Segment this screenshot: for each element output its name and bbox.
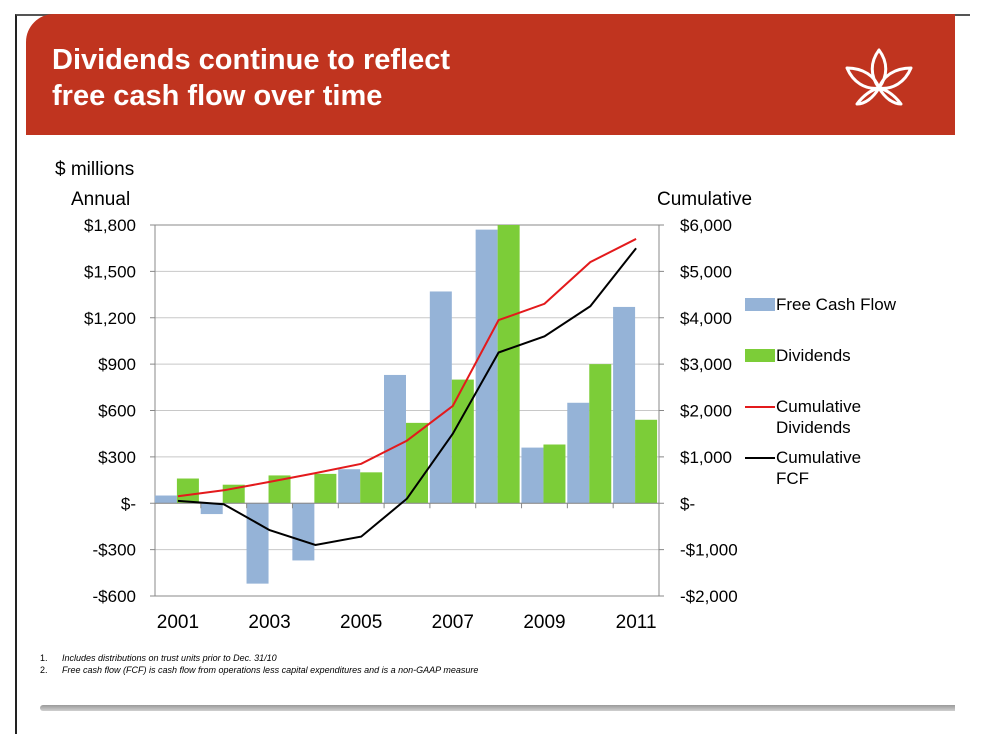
cumulative-dividends-line: [177, 238, 637, 498]
fcf-bar: [292, 503, 315, 561]
right-tick-label: $2,000: [680, 402, 732, 421]
right-tick-label: $1,000: [680, 448, 732, 467]
title-banner: Dividends continue to reflect free cash …: [26, 14, 955, 135]
right-tick-label: $3,000: [680, 355, 732, 374]
legend-label-fcf: Free Cash Flow: [776, 295, 896, 314]
x-tick-label: 2001: [157, 612, 199, 633]
legend-swatch-fcf: [745, 298, 775, 311]
left-tick-label: -$600: [93, 587, 136, 606]
plot-frame: [154, 224, 660, 597]
footnote-2: 2. Free cash flow (FCF) is cash flow from…: [40, 665, 479, 675]
left-axis-title: Annual: [71, 189, 130, 210]
legend-label-cum-dividends: Cumulative Dividends: [776, 397, 862, 437]
dividends-bar: [176, 478, 199, 504]
fcf-bar: [200, 503, 223, 515]
legend-line-cum-dividends: [745, 406, 775, 408]
page-title: Dividends continue to reflect free cash …: [52, 44, 450, 112]
x-tick-label: 2009: [523, 612, 565, 633]
legend-swatch-dividends: [745, 349, 775, 362]
left-tick-label: -$300: [93, 541, 136, 560]
footnotes: 1. Includes distributions on trust units …: [40, 652, 478, 676]
x-tick-label: 2003: [248, 612, 290, 633]
fcf-bar: [429, 291, 452, 504]
fcf-bar: [567, 402, 590, 504]
right-tick-label: $4,000: [680, 309, 732, 328]
fcf-bar: [338, 469, 361, 504]
left-tick-label: $1,500: [84, 262, 136, 281]
left-tick-label: $1,200: [84, 309, 136, 328]
dividends-bar: [406, 422, 428, 504]
x-tick-label: 2005: [340, 612, 382, 633]
fcf-bar: [384, 374, 406, 504]
right-tick-label: -$1,000: [680, 541, 738, 560]
units-label: $ millions: [55, 159, 134, 180]
x-tick-label: 2011: [616, 612, 657, 633]
right-axis-title: Cumulative: [657, 189, 752, 210]
dividends-bar: [497, 225, 520, 504]
dividends-bar: [314, 473, 337, 504]
left-tick-label: $900: [98, 355, 136, 374]
x-tick-label: 2007: [432, 612, 474, 633]
fcf-bar: [521, 447, 544, 504]
left-tick-label: $-: [121, 494, 136, 513]
legend-label-dividends: Dividends: [776, 346, 851, 365]
dividends-bar: [543, 444, 566, 504]
legend-label-cum-fcf: Cumulative FCF: [776, 448, 862, 488]
cumulative-fcf-line: [177, 247, 637, 547]
maple-leaf-logo-icon: [845, 48, 913, 106]
fcf-bar: [154, 495, 177, 504]
footnote-1: 1. Includes distributions on trust units …: [40, 653, 277, 663]
dividends-bar: [268, 475, 291, 504]
dividends-bar: [635, 419, 658, 504]
dividends-bar: [451, 379, 474, 504]
fcf-bar: [613, 306, 636, 504]
right-tick-label: $5,000: [680, 262, 732, 281]
dividends-bar: [589, 364, 612, 504]
legend-line-cum-fcf: [745, 457, 775, 459]
right-tick-label: $6,000: [680, 216, 732, 235]
fcf-bar: [475, 229, 498, 504]
right-tick-label: -$2,000: [680, 587, 738, 606]
left-tick-label: $300: [98, 448, 136, 467]
dividends-bar: [360, 472, 383, 504]
footer-divider: [40, 705, 955, 711]
left-tick-label: $1,800: [84, 216, 136, 235]
right-tick-label: $-: [680, 494, 695, 513]
fcf-bar: [246, 503, 269, 584]
left-tick-label: $600: [98, 402, 136, 421]
